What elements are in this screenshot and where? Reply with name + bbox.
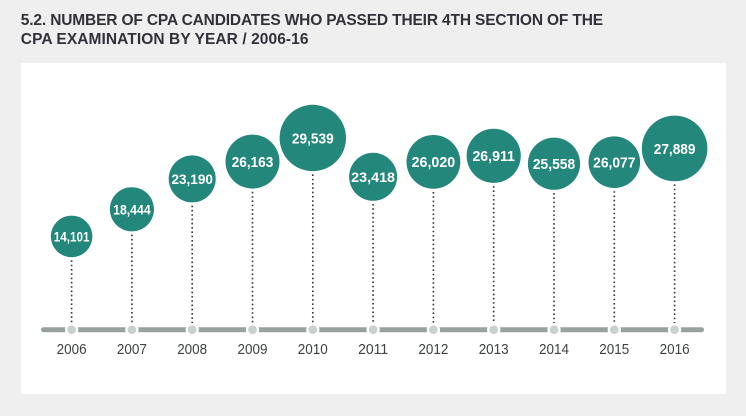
svg-text:26,911: 26,911 — [472, 149, 515, 165]
svg-text:25,558: 25,558 — [533, 157, 575, 173]
svg-text:29,539: 29,539 — [292, 131, 334, 147]
svg-text:2015: 2015 — [599, 342, 629, 358]
svg-text:23,190: 23,190 — [171, 172, 213, 187]
svg-text:27,889: 27,889 — [654, 142, 696, 158]
svg-text:26,163: 26,163 — [232, 155, 274, 171]
svg-text:23,418: 23,418 — [351, 169, 395, 185]
svg-text:2011: 2011 — [358, 342, 388, 358]
svg-text:26,020: 26,020 — [412, 155, 456, 171]
svg-text:18,444: 18,444 — [113, 202, 151, 217]
svg-text:2009: 2009 — [238, 342, 268, 358]
svg-text:2008: 2008 — [177, 342, 207, 358]
svg-text:2014: 2014 — [539, 342, 569, 358]
svg-text:26,077: 26,077 — [593, 155, 635, 171]
svg-text:14,101: 14,101 — [54, 229, 90, 244]
svg-text:2013: 2013 — [479, 342, 509, 358]
svg-text:2016: 2016 — [660, 342, 690, 358]
svg-text:2007: 2007 — [117, 342, 147, 358]
svg-text:2010: 2010 — [298, 342, 328, 358]
svg-text:2006: 2006 — [57, 342, 87, 358]
svg-text:2012: 2012 — [418, 342, 448, 358]
